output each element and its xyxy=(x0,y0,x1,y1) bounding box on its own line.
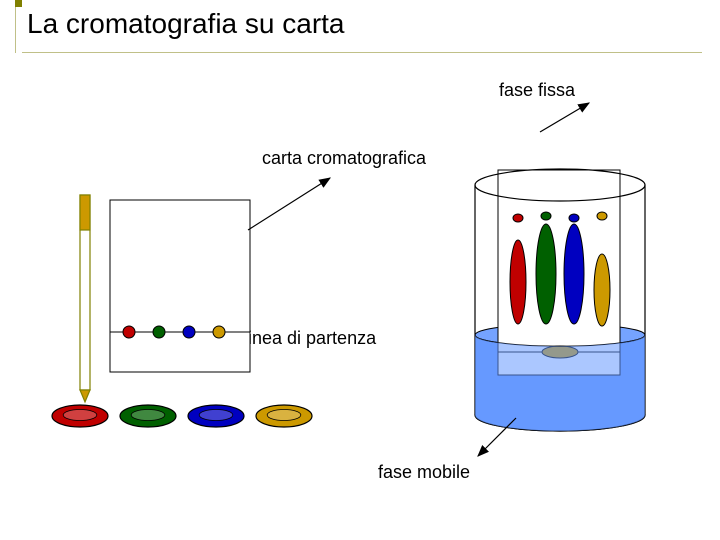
top-dot-3 xyxy=(597,212,607,220)
left-paper-dot-2 xyxy=(183,326,195,338)
diagram-canvas xyxy=(0,0,720,540)
left-paper-rect xyxy=(110,200,250,372)
streak-2 xyxy=(564,224,584,324)
dish-inner-3 xyxy=(267,410,301,421)
arrow-carta xyxy=(248,178,330,230)
capillary-cap xyxy=(80,195,90,230)
top-dot-1 xyxy=(541,212,551,220)
dish-inner-1 xyxy=(131,410,165,421)
streak-3 xyxy=(594,254,610,326)
left-paper-dot-1 xyxy=(153,326,165,338)
dish-inner-2 xyxy=(199,410,233,421)
dish-inner-0 xyxy=(63,410,97,421)
left-paper-group xyxy=(110,200,250,372)
capillary-tip xyxy=(80,390,90,402)
left-paper-dot-3 xyxy=(213,326,225,338)
beaker-liquid-front-fill xyxy=(475,335,645,431)
streak-1 xyxy=(536,224,556,324)
arrow-fase-fissa xyxy=(540,103,589,132)
top-dot-0 xyxy=(513,214,523,222)
top-dot-2 xyxy=(569,214,579,222)
capillary-tube xyxy=(80,195,90,402)
sample-dishes-group xyxy=(52,405,312,427)
streak-0 xyxy=(510,240,526,324)
left-paper-dot-0 xyxy=(123,326,135,338)
